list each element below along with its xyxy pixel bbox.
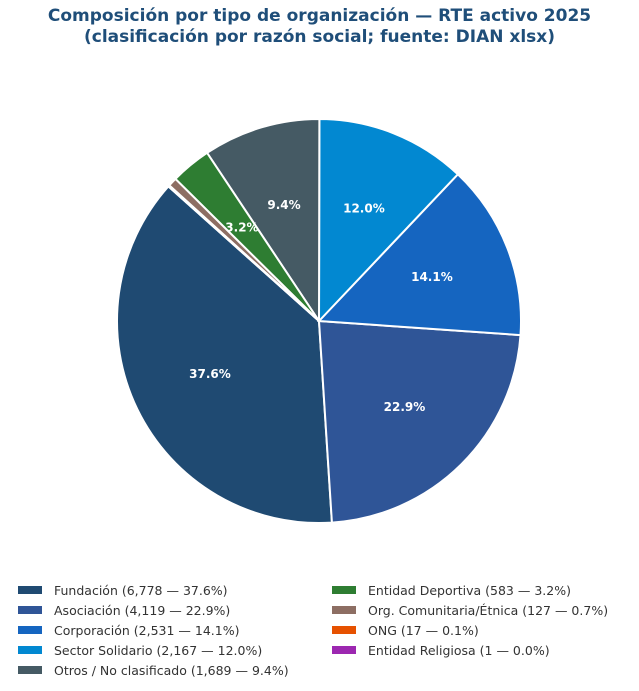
legend-column-2: Entidad Deportiva (583 — 3.2%) Org. Comun…	[332, 580, 608, 660]
legend-item: Entidad Religiosa (1 — 0.0%)	[332, 640, 608, 660]
legend-item: Org. Comunitaria/Étnica (127 — 0.7%)	[332, 600, 608, 620]
legend-item: Fundación (6,778 — 37.6%)	[18, 580, 289, 600]
pie-slice-otros-no-clasificado	[205, 117, 321, 325]
legend-swatch	[332, 646, 356, 654]
legend-item: Asociación (4,119 — 22.9%)	[18, 600, 289, 620]
legend-label: ONG (17 — 0.1%)	[368, 622, 479, 638]
chart-title-line1: Composición por tipo de organización — R…	[47, 6, 592, 26]
legend-swatch	[332, 586, 356, 594]
pie-chart: 37.6% 22.9% 14.1% 12.0% 9.4% 3.2%	[116, 117, 522, 524]
legend-swatch	[332, 606, 356, 614]
pie-data-label: 12.0%	[343, 201, 385, 215]
legend-label: Corporación (2,531 — 14.1%)	[54, 622, 240, 638]
legend-label: Org. Comunitaria/Étnica (127 — 0.7%)	[368, 602, 609, 618]
legend-swatch	[18, 606, 42, 614]
legend-item: ONG (17 — 0.1%)	[332, 620, 608, 640]
legend-swatch	[332, 626, 356, 634]
legend-swatch	[18, 586, 42, 594]
chart-subtitle: (clasificación por razón social; fuente:…	[83, 27, 556, 47]
pie-slice-entidad-religiosa	[166, 184, 320, 322]
chart-title: Composición por tipo de organización — R…	[0, 6, 639, 48]
legend-label: Entidad Religiosa (1 — 0.0%)	[368, 642, 550, 658]
legend-item: Corporación (2,531 — 14.1%)	[18, 620, 289, 640]
pie-data-label: 3.2%	[225, 220, 258, 234]
pie-data-label: 9.4%	[267, 198, 300, 212]
pie-data-label: 14.1%	[411, 270, 453, 284]
legend-swatch	[18, 666, 42, 674]
legend-label: Asociación (4,119 — 22.9%)	[54, 602, 231, 618]
legend-label: Otros / No clasificado (1,689 — 9.4%)	[54, 662, 289, 678]
legend-label: Entidad Deportiva (583 — 3.2%)	[368, 582, 571, 598]
legend-label: Fundación (6,778 — 37.6%)	[54, 582, 228, 598]
pie-slice-corporaci-n	[316, 172, 522, 337]
legend-swatch	[18, 646, 42, 654]
pie-slice-fundaci-n	[116, 184, 333, 524]
pie-data-label: 37.6%	[189, 367, 231, 381]
legend-item: Entidad Deportiva (583 — 3.2%)	[332, 580, 608, 600]
pie-slice-sector-solidario	[317, 117, 460, 324]
legend-swatch	[18, 626, 42, 634]
pie-slice-asociaci-n	[317, 319, 522, 524]
legend-label: Sector Solidario (2,167 — 12.0%)	[54, 642, 263, 658]
legend-item: Sector Solidario (2,167 — 12.0%)	[18, 640, 289, 660]
legend-item: Otros / No clasificado (1,689 — 9.4%)	[18, 660, 289, 680]
legend-column-1: Fundación (6,778 — 37.6%) Asociación (4,1…	[18, 580, 289, 680]
pie-data-label: 22.9%	[384, 400, 426, 414]
